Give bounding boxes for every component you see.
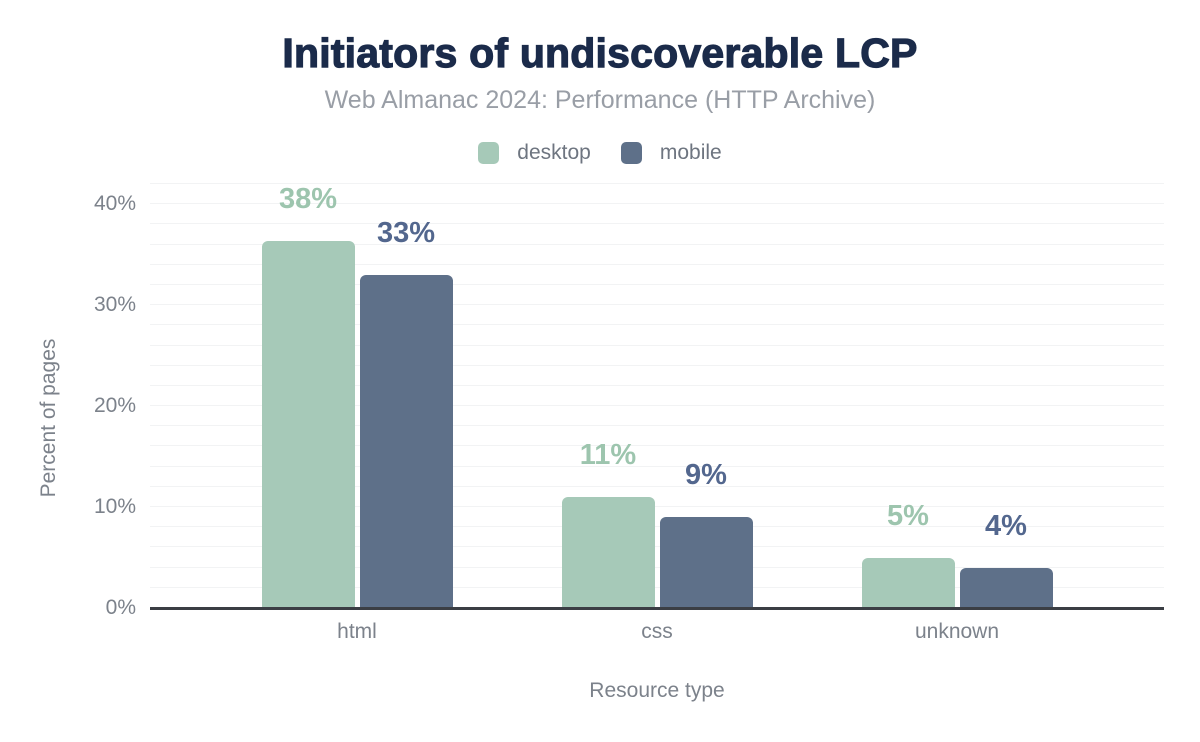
gridline [150,304,1164,306]
bar-group-html: 38% 33% [207,184,507,608]
gridline [150,485,1164,487]
gridline [150,364,1164,366]
bar-mobile-unknown [959,567,1053,608]
gridline [150,445,1164,447]
chart-title: Initiators of undiscoverable LCP [282,29,918,76]
chart-subtitle: Web Almanac 2024: Performance (HTTP Arch… [324,86,876,114]
bar-mobile-css [659,517,753,608]
legend-item-mobile: mobile [620,141,722,165]
gridline [150,465,1164,467]
gridline [150,223,1164,225]
x-axis-category-labels: html css unknown [150,620,1164,644]
bar-groups: 38% 33% 11% 9% 5% 4% [207,184,1107,608]
bar-column-desktop-css: 11% [561,184,655,608]
data-label-mobile-unknown: 4% [985,509,1027,542]
x-axis-line [150,607,1164,610]
legend-label-mobile: mobile [659,141,722,164]
gridline [150,586,1164,588]
legend-swatch-desktop [478,142,500,164]
legend-label-desktop: desktop [517,141,591,164]
bar-desktop-html [261,241,355,608]
x-category-row: html css unknown [207,620,1107,644]
bar-mobile-html [359,274,453,608]
bar-column-desktop-html: 38% [261,183,355,608]
data-label-desktop-html: 38% [278,183,338,215]
gridline [150,384,1164,386]
data-label-mobile-css: 9% [685,459,727,492]
legend-item-desktop: desktop [478,141,591,165]
gridline [150,405,1164,407]
data-label-mobile-html: 33% [376,216,436,249]
x-axis-title: Resource type [589,679,725,702]
gridline [150,506,1164,508]
x-category-label-html: html [337,620,377,643]
bar-column-desktop-unknown: 5% [861,184,955,608]
plot-area: 38% 33% 11% 9% 5% 4% [150,183,1164,610]
bar-group-css: 11% 9% [507,184,807,608]
bar-column-mobile-css: 9% [659,184,753,608]
bar-column-mobile-html: 33% [359,184,453,608]
gridline [150,283,1164,285]
gridline [150,203,1164,205]
gridline [150,526,1164,528]
y-tick-label-30: 30% [93,293,136,317]
gridline [150,263,1164,265]
y-tick-label-0: 0% [105,596,136,619]
gridline [150,243,1164,245]
gridline [150,546,1164,548]
y-axis-tick-labels: 0% 10% 20% 30% 40% [0,184,136,619]
x-category-label-unknown: unknown [914,620,1000,643]
bar-group-unknown: 5% 4% [807,184,1107,608]
y-tick-label-10: 10% [93,495,136,519]
bar-desktop-unknown [861,557,955,608]
gridline [150,183,1164,184]
chart-legend: desktop mobile [0,141,1200,165]
y-tick-label-40: 40% [93,192,136,216]
legend-swatch-mobile [620,142,642,164]
gridline [150,344,1164,346]
data-label-desktop-unknown: 5% [887,499,929,532]
y-tick-label-20: 20% [93,394,136,418]
x-category-label-css: css [641,620,673,643]
gridline [150,566,1164,568]
bar-column-mobile-unknown: 4% [959,184,1053,608]
bar-desktop-css [561,496,655,608]
gridline [150,425,1164,427]
data-label-desktop-css: 11% [579,438,637,471]
gridline [150,324,1164,326]
